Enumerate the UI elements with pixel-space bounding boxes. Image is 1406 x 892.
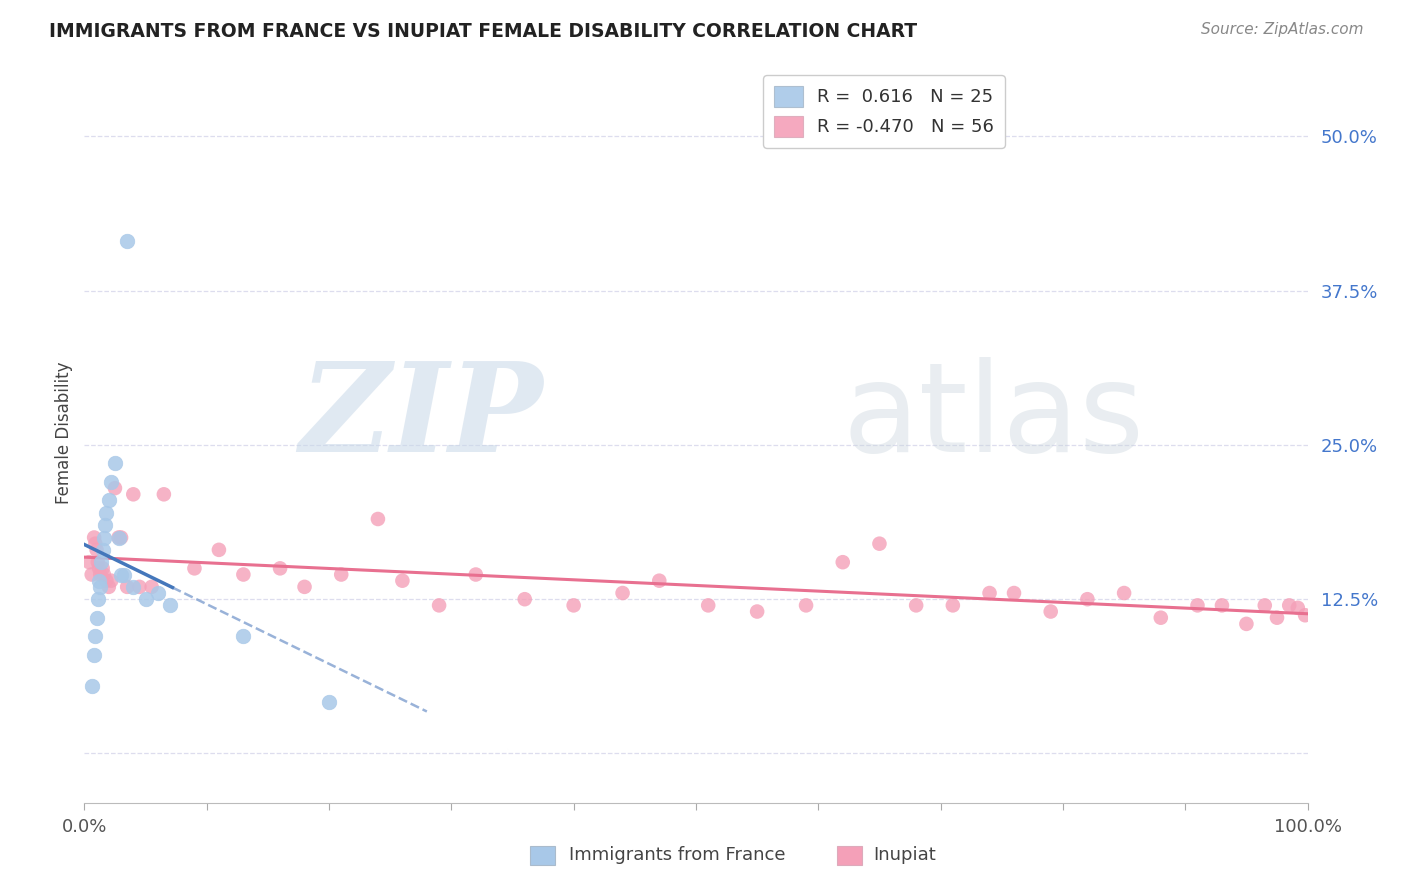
Point — [367, 512, 389, 526]
Point — [128, 580, 150, 594]
Point — [93, 567, 115, 582]
Point — [135, 592, 157, 607]
Y-axis label: Female Disability: Female Disability — [55, 361, 73, 504]
Point — [794, 599, 817, 613]
Point — [96, 574, 118, 588]
Point — [84, 536, 107, 550]
Point — [90, 555, 112, 569]
Point — [1278, 599, 1301, 613]
Point — [104, 481, 127, 495]
Point — [87, 574, 110, 588]
Point — [1265, 611, 1288, 625]
FancyBboxPatch shape — [530, 846, 555, 865]
Point — [83, 531, 105, 545]
Point — [84, 629, 107, 643]
Point — [122, 580, 145, 594]
Point — [1039, 605, 1062, 619]
Point — [232, 629, 254, 643]
Point — [89, 580, 111, 594]
Point — [107, 531, 129, 545]
Point — [1254, 599, 1277, 613]
Point — [122, 487, 145, 501]
Point — [86, 542, 108, 557]
Legend: R =  0.616   N = 25, R = -0.470   N = 56: R = 0.616 N = 25, R = -0.470 N = 56 — [763, 75, 1005, 147]
Point — [97, 493, 120, 508]
Point — [318, 695, 340, 709]
Point — [464, 567, 486, 582]
Point — [115, 580, 138, 594]
Point — [208, 542, 231, 557]
Text: ZIP: ZIP — [299, 357, 543, 479]
Point — [294, 580, 316, 594]
Point — [87, 561, 110, 575]
Point — [648, 574, 671, 588]
Point — [107, 531, 129, 545]
Point — [391, 574, 413, 588]
Point — [104, 457, 127, 471]
Point — [942, 599, 965, 613]
Point — [269, 561, 291, 575]
Point — [96, 506, 118, 520]
Point — [513, 592, 536, 607]
Point — [1294, 608, 1316, 623]
Text: Inupiat: Inupiat — [873, 847, 936, 864]
Point — [979, 586, 1001, 600]
Point — [141, 580, 163, 594]
Text: Source: ZipAtlas.com: Source: ZipAtlas.com — [1201, 22, 1364, 37]
Point — [697, 599, 720, 613]
FancyBboxPatch shape — [837, 846, 862, 865]
Point — [86, 611, 108, 625]
Point — [562, 599, 585, 613]
Point — [831, 555, 853, 569]
Point — [1286, 600, 1309, 615]
Point — [330, 567, 353, 582]
Point — [1114, 586, 1136, 600]
Point — [80, 679, 103, 693]
Point — [112, 567, 135, 582]
Point — [232, 567, 254, 582]
Point — [91, 542, 114, 557]
Point — [83, 648, 105, 662]
Point — [1150, 611, 1173, 625]
Point — [1236, 616, 1258, 631]
Point — [110, 567, 132, 582]
Point — [612, 586, 634, 600]
Point — [87, 592, 110, 607]
Point — [427, 599, 450, 613]
Text: IMMIGRANTS FROM FRANCE VS INUPIAT FEMALE DISABILITY CORRELATION CHART: IMMIGRANTS FROM FRANCE VS INUPIAT FEMALE… — [49, 22, 917, 41]
Point — [869, 536, 891, 550]
Point — [905, 599, 928, 613]
Point — [1187, 599, 1209, 613]
Point — [100, 475, 122, 489]
Point — [146, 586, 169, 600]
Point — [94, 518, 117, 533]
Point — [77, 555, 100, 569]
Point — [87, 555, 110, 569]
Point — [80, 567, 103, 582]
Point — [91, 561, 114, 575]
Text: atlas: atlas — [842, 358, 1144, 478]
Text: Immigrants from France: Immigrants from France — [569, 847, 786, 864]
Point — [110, 531, 132, 545]
Point — [1076, 592, 1098, 607]
Point — [747, 605, 769, 619]
Point — [159, 599, 181, 613]
Point — [183, 561, 205, 575]
Point — [89, 567, 111, 582]
Point — [1211, 599, 1233, 613]
Point — [153, 487, 176, 501]
Point — [100, 574, 122, 588]
Point — [93, 531, 115, 545]
Point — [115, 235, 138, 249]
Point — [97, 580, 120, 594]
Point — [1002, 586, 1025, 600]
